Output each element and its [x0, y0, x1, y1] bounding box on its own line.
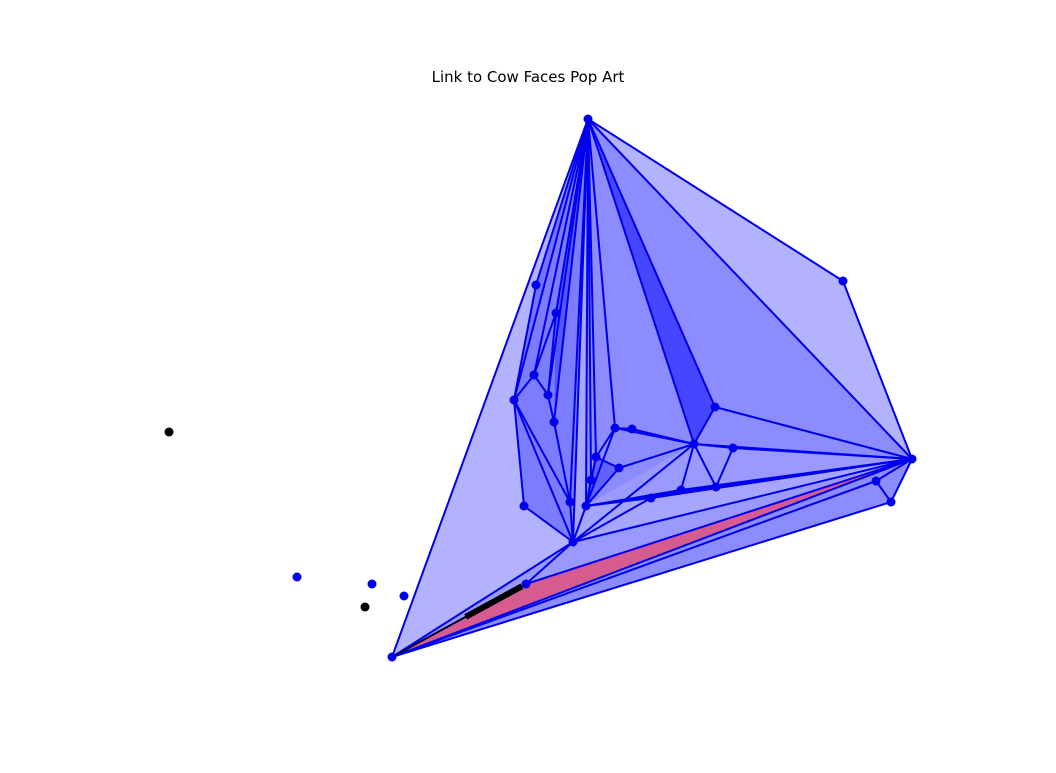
- graph-edge-44: [391, 480, 877, 658]
- graph-edge-6: [391, 501, 892, 658]
- graph-edge-38: [572, 497, 652, 543]
- graph-edge-60: [693, 406, 716, 445]
- graph-node-n10: [568, 537, 578, 547]
- graph-node-n24: [551, 308, 561, 318]
- edges-layer: [391, 118, 913, 658]
- graph-edge-15: [572, 118, 589, 543]
- graph-edge-11: [533, 118, 589, 376]
- graph-edge-67: [732, 447, 913, 460]
- graph-node-n28: [586, 475, 596, 485]
- graph-edge-41: [525, 458, 913, 585]
- graph-edge-53: [595, 427, 616, 458]
- graph-edge-19: [587, 118, 616, 429]
- graph-edge-26: [547, 394, 555, 423]
- graph-edge-8: [535, 118, 589, 286]
- graph-edge-39: [572, 443, 695, 543]
- graph-edge-18: [587, 118, 592, 481]
- graph-edge-33: [553, 421, 571, 503]
- graph-edge-5: [875, 458, 913, 482]
- graph-node-n22: [591, 452, 601, 462]
- graph-node-n4: [886, 497, 896, 507]
- graph-node-n25: [529, 370, 539, 380]
- graph-node-n12: [581, 501, 591, 511]
- graph-edge-70: [650, 458, 913, 499]
- graph-edge-21: [587, 118, 716, 408]
- graph-edge-40: [572, 458, 913, 543]
- graph-edge-63: [693, 443, 717, 488]
- graph-edge-9: [513, 118, 589, 401]
- graph-edge-31: [513, 399, 571, 503]
- graph-face-5: [588, 119, 715, 444]
- graph-node-n7: [531, 280, 541, 290]
- graph-node-n5: [871, 476, 881, 486]
- nodes-layer: [164, 114, 917, 662]
- graph-edge-13: [553, 118, 589, 423]
- graph-node-n3: [907, 454, 917, 464]
- graph-edge-32: [523, 505, 574, 543]
- graph-node-n11: [521, 579, 531, 589]
- graph-edge-23: [513, 284, 537, 401]
- graph-edge-42: [391, 458, 913, 658]
- graph-edge-66: [715, 447, 734, 488]
- graph-node-n16: [728, 443, 738, 453]
- graph-node-n23: [614, 463, 624, 473]
- graph-edge-29: [513, 399, 525, 507]
- graph-edge-28: [513, 374, 535, 401]
- graph-edge-22: [587, 118, 913, 460]
- graph-node-n29: [292, 572, 302, 582]
- graph-edge-27: [547, 312, 557, 396]
- graph-edge-7: [391, 118, 589, 658]
- graph-face-13: [586, 444, 912, 506]
- graph-node-n14: [710, 402, 720, 412]
- highlighted-edge-thin: [391, 583, 527, 658]
- graph-node-n18: [676, 485, 686, 495]
- graph-edge-36: [525, 541, 574, 585]
- graph-edge-35: [391, 541, 574, 658]
- graph-edge-1: [587, 118, 844, 282]
- graph-node-n26: [543, 390, 553, 400]
- isolated-node-b1: [164, 427, 174, 437]
- graph-node-n19: [646, 493, 656, 503]
- graph-edge-2: [842, 280, 913, 460]
- isolated-node-b2: [360, 602, 370, 612]
- graph-node-n21: [627, 424, 637, 434]
- graph-edge-64: [680, 443, 695, 491]
- graph-node-n20: [610, 423, 620, 433]
- graph-edge-61: [714, 406, 913, 460]
- graph-edge-46: [585, 427, 616, 507]
- chart-title: Link to Cow Faces Pop Art: [431, 68, 625, 86]
- graph-node-n6: [387, 652, 397, 662]
- graph-node-n1: [583, 114, 593, 124]
- graph-node-n13: [565, 497, 575, 507]
- graph-node-n9: [519, 501, 529, 511]
- graph-face-3: [514, 119, 588, 542]
- graph-node-n30: [367, 579, 377, 589]
- graph-edge-30: [513, 399, 574, 543]
- graph-edge-24: [533, 312, 557, 376]
- graph-node-n27: [549, 417, 559, 427]
- graph-edge-12: [547, 118, 589, 396]
- graph-edge-34: [569, 501, 574, 543]
- graph-node-n8: [509, 395, 519, 405]
- graph-node-n31: [399, 591, 409, 601]
- graph-edge-37: [572, 505, 587, 543]
- graph-edge-20: [587, 118, 695, 445]
- graph-node-n2: [838, 276, 848, 286]
- graph-node-n15: [689, 439, 699, 449]
- graph-edge-3: [890, 458, 913, 503]
- graph-node-n17: [711, 482, 721, 492]
- graph-edge-47: [585, 467, 620, 507]
- graph-edge-57: [618, 443, 695, 469]
